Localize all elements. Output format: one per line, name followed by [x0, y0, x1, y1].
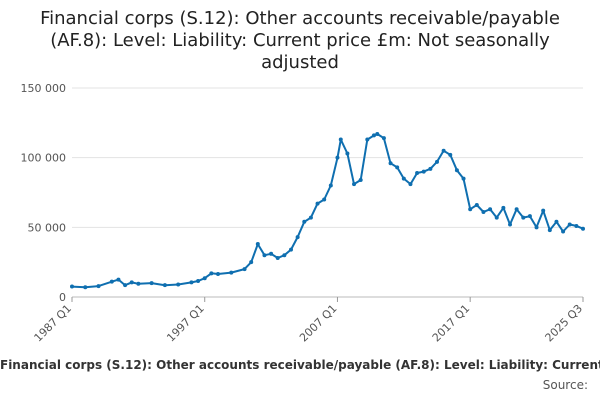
data-point[interactable]: [481, 210, 486, 215]
data-point[interactable]: [345, 151, 350, 156]
data-point[interactable]: [162, 283, 167, 288]
y-tick-label: 150 000: [21, 82, 67, 95]
y-tick-label: 100 000: [21, 152, 67, 165]
data-point[interactable]: [554, 219, 559, 224]
source-caption: Source:: [542, 378, 588, 392]
y-tick-label: 0: [59, 291, 66, 304]
gridlines: [72, 87, 583, 298]
data-point[interactable]: [302, 219, 307, 224]
y-axis-ticks: 0 50 000 100 000 150 000: [21, 82, 67, 304]
data-point[interactable]: [401, 176, 406, 181]
data-point[interactable]: [508, 222, 512, 227]
data-point[interactable]: [408, 182, 413, 187]
data-point[interactable]: [255, 242, 260, 247]
data-point[interactable]: [262, 253, 267, 258]
data-point[interactable]: [338, 137, 343, 142]
x-tick-label: 1987 Q1: [32, 302, 75, 345]
data-point[interactable]: [527, 214, 532, 219]
data-point[interactable]: [461, 176, 466, 181]
data-point[interactable]: [216, 272, 220, 277]
data-point[interactable]: [521, 215, 526, 220]
data-point[interactable]: [574, 223, 579, 228]
data-point[interactable]: [209, 271, 214, 276]
data-point[interactable]: [514, 207, 519, 212]
x-axis-ticks: 1987 Q1 1997 Q1 2007 Q1 2017 Q1 2025 Q3: [32, 297, 586, 345]
chart-title: Financial corps (S.12): Other accounts r…: [40, 8, 560, 73]
x-tick-label: 2007 Q1: [297, 302, 340, 345]
data-point[interactable]: [129, 280, 134, 285]
data-point[interactable]: [365, 137, 370, 142]
data-point[interactable]: [295, 235, 300, 240]
data-point[interactable]: [547, 228, 552, 233]
data-point[interactable]: [242, 267, 247, 272]
data-point[interactable]: [534, 225, 539, 230]
data-point[interactable]: [196, 278, 201, 283]
data-point[interactable]: [328, 183, 333, 188]
x-tick-label: 2025 Q3: [543, 302, 586, 345]
data-point[interactable]: [415, 170, 420, 175]
x-tick-label: 1997 Q1: [164, 302, 207, 345]
data-point[interactable]: [441, 148, 446, 153]
data-point[interactable]: [448, 152, 453, 157]
data-point[interactable]: [308, 215, 313, 220]
data-point[interactable]: [488, 207, 493, 212]
data-point[interactable]: [202, 276, 207, 281]
data-point[interactable]: [375, 131, 380, 136]
data-point[interactable]: [315, 201, 320, 206]
y-tick-label: 50 000: [28, 221, 67, 234]
data-point[interactable]: [149, 281, 154, 286]
data-point[interactable]: [282, 253, 287, 258]
x-tick-label: 2017 Q1: [430, 302, 473, 345]
series-layer: [70, 131, 585, 290]
data-point[interactable]: [96, 284, 101, 289]
data-point[interactable]: [83, 285, 88, 290]
data-point[interactable]: [381, 136, 386, 141]
data-point[interactable]: [541, 208, 546, 213]
data-point[interactable]: [581, 226, 585, 231]
data-point[interactable]: [123, 283, 128, 288]
data-point[interactable]: [269, 251, 274, 256]
data-point[interactable]: [229, 270, 234, 275]
data-point[interactable]: [289, 247, 293, 252]
data-point[interactable]: [435, 159, 439, 164]
data-point[interactable]: [468, 207, 473, 212]
data-point[interactable]: [561, 229, 566, 234]
data-point[interactable]: [322, 197, 327, 202]
data-point[interactable]: [567, 222, 572, 227]
data-point[interactable]: [136, 281, 141, 286]
data-point[interactable]: [335, 155, 340, 160]
series-caption-text: Financial corps (S.12): Other accounts r…: [0, 358, 600, 372]
data-point[interactable]: [358, 177, 363, 182]
data-point[interactable]: [109, 279, 114, 284]
data-point[interactable]: [70, 284, 74, 289]
series-caption: Financial corps (S.12): Other accounts r…: [0, 358, 600, 376]
data-point[interactable]: [501, 205, 506, 210]
data-point[interactable]: [454, 168, 459, 173]
data-point[interactable]: [352, 182, 357, 187]
data-point[interactable]: [371, 133, 376, 138]
data-point[interactable]: [275, 255, 280, 260]
data-point[interactable]: [388, 161, 393, 166]
data-point[interactable]: [421, 169, 426, 174]
data-point[interactable]: [494, 215, 499, 220]
data-point[interactable]: [474, 203, 479, 208]
data-point[interactable]: [249, 260, 254, 265]
data-point[interactable]: [395, 165, 400, 170]
data-point[interactable]: [176, 282, 181, 287]
data-point[interactable]: [428, 166, 433, 171]
data-point[interactable]: [189, 280, 194, 285]
series-line: [71, 133, 584, 289]
data-point[interactable]: [116, 277, 121, 282]
